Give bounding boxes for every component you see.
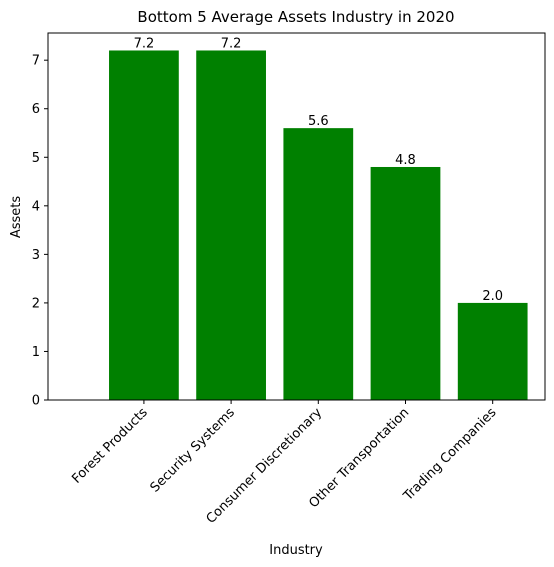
y-tick-label-1: 1 <box>32 345 40 360</box>
y-tick-label-7: 7 <box>32 54 40 69</box>
data-label-0: 7.2 <box>134 36 155 51</box>
plot-area: 7.2 Forest Products 7.2 Security Systems 5.6… <box>32 32 546 527</box>
x-tick-label-3: Other Transportation <box>306 405 412 511</box>
bar-3 <box>370 166 441 400</box>
x-tick-label-1: Security Systems <box>148 405 239 496</box>
bar-1 <box>196 50 266 400</box>
bar-4 <box>457 302 528 400</box>
y-tick-label-5: 5 <box>32 151 40 166</box>
x-tick-label-4: Trading Companies <box>400 405 499 504</box>
axes-frame <box>47 32 546 401</box>
y-axis-label: Assets <box>9 196 24 239</box>
y-tick-label-3: 3 <box>32 248 40 263</box>
data-label-4: 2.0 <box>482 289 503 304</box>
chart-title: Bottom 5 Average Assets Industry in 2020 <box>137 8 454 26</box>
bar-0 <box>109 50 179 400</box>
bar-2 <box>283 128 354 401</box>
x-axis-label: Industry <box>269 543 323 558</box>
y-tick-label-0: 0 <box>32 394 40 409</box>
y-tick-label-2: 2 <box>32 296 40 311</box>
y-tick-label-6: 6 <box>32 102 40 117</box>
data-label-1: 7.2 <box>221 36 242 51</box>
x-tick-label-0: Forest Products <box>69 405 151 487</box>
data-label-2: 5.6 <box>308 114 329 129</box>
data-label-3: 4.8 <box>395 153 416 168</box>
y-tick-label-4: 4 <box>32 199 40 214</box>
